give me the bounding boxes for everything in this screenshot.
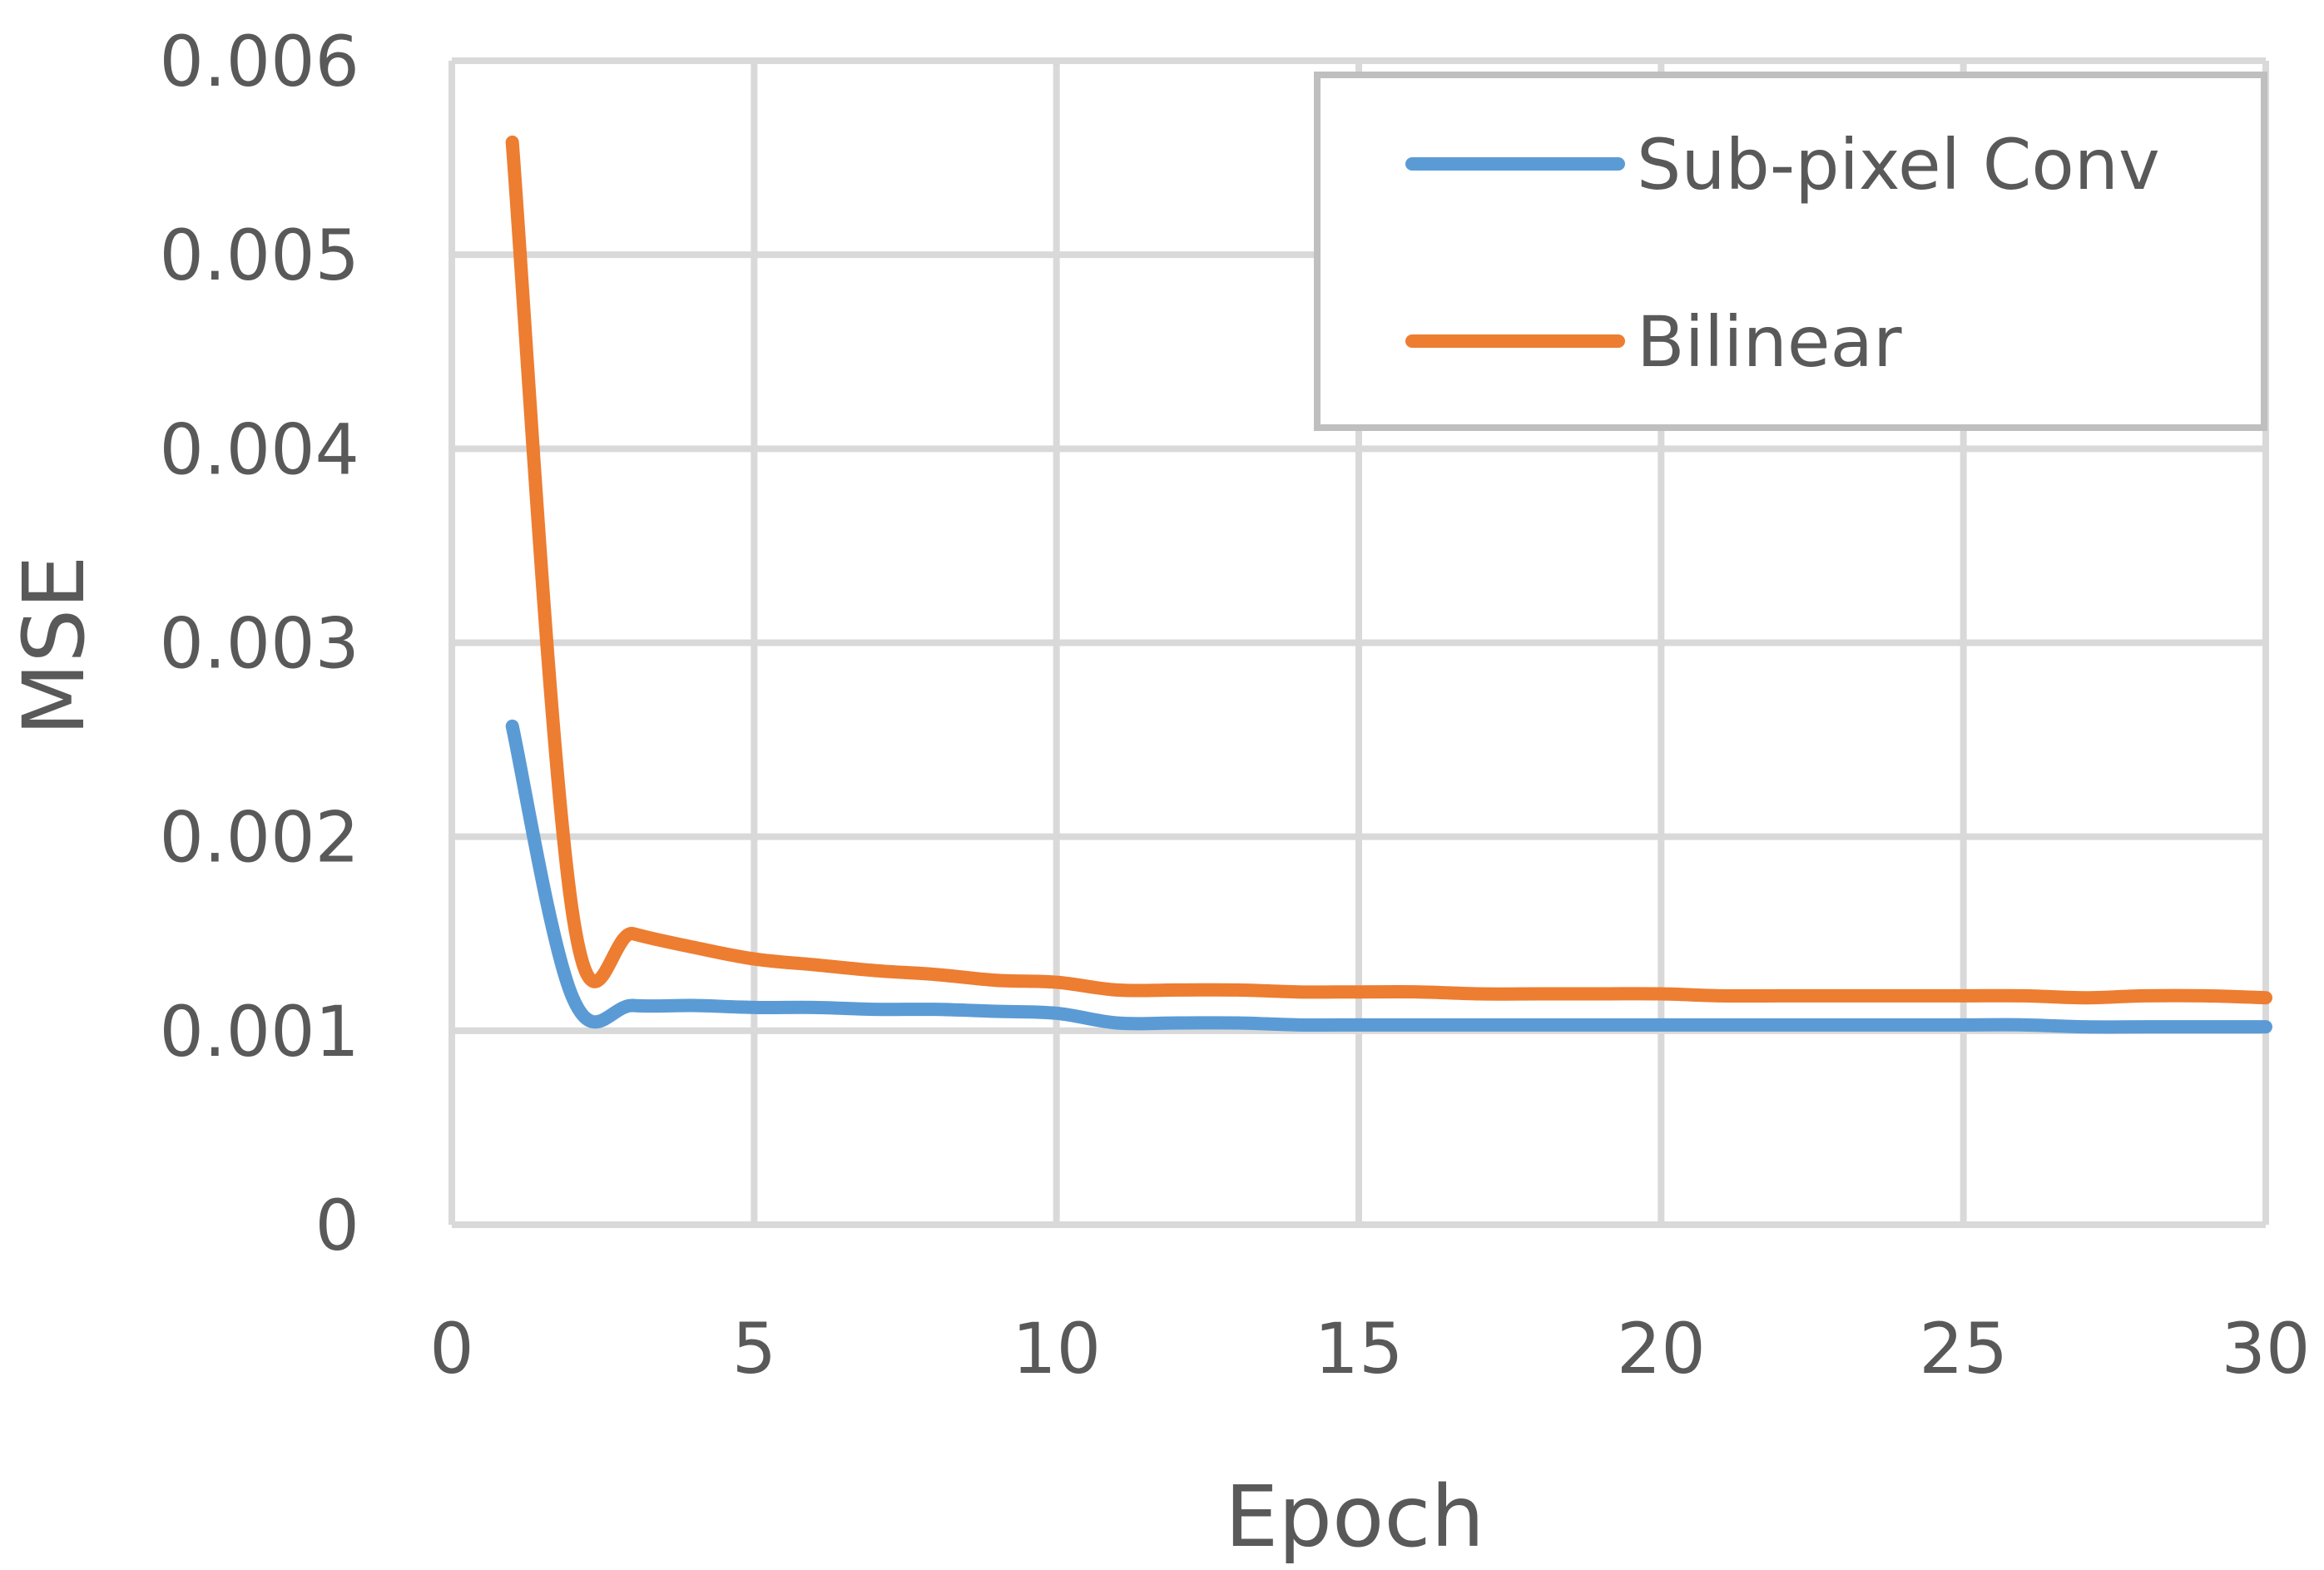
- legend-label-bilinear: Bilinear: [1637, 301, 1902, 383]
- tick-labels: 0 0.001 0.002 0.003 0.004 0.005 0.006 0 5 10 15 20 2…: [160, 21, 2311, 1389]
- y-tick-label: 0.005: [160, 215, 359, 296]
- series-line-bilinear: [505, 135, 2272, 1005]
- y-tick-label: 0.001: [160, 991, 359, 1072]
- x-tick-label: 20: [1617, 1308, 1706, 1389]
- x-tick-label: 10: [1012, 1308, 1101, 1389]
- series-line-sub-pixel-conv: [505, 719, 2272, 1034]
- y-axis-title: MSE: [5, 555, 104, 735]
- y-tick-label: 0.004: [160, 409, 359, 490]
- x-tick-label: 15: [1315, 1308, 1404, 1389]
- y-tick-label: 0: [315, 1185, 359, 1266]
- x-tick-label: 5: [732, 1308, 776, 1389]
- legend: Sub-pixel Conv Bilinear: [1314, 72, 2267, 431]
- legend-box: [1314, 72, 2267, 431]
- x-axis-title: Epoch: [1225, 1468, 1484, 1567]
- axes: [448, 61, 2266, 1228]
- x-tick-label: 30: [2222, 1308, 2311, 1389]
- y-tick-label: 0.006: [160, 21, 359, 102]
- series-lines: [505, 135, 2272, 1034]
- legend-label-sub-pixel-conv: Sub-pixel Conv: [1637, 124, 2160, 206]
- y-tick-label: 0.002: [160, 797, 359, 879]
- x-tick-label: 25: [1919, 1308, 2008, 1389]
- y-tick-label: 0.003: [160, 603, 359, 685]
- x-tick-label: 0: [429, 1308, 473, 1389]
